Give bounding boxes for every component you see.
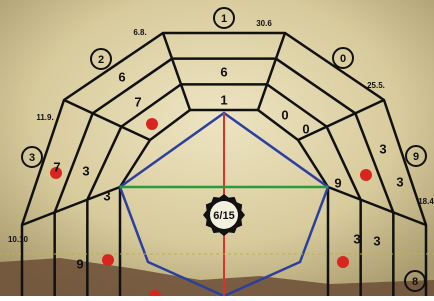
- circled-label: 9: [413, 151, 419, 163]
- red-marker: [360, 169, 372, 181]
- corner-label: 18.4: [418, 197, 434, 206]
- corner-label: 11.9.: [36, 113, 53, 122]
- cell-number: 3: [82, 163, 89, 178]
- red-marker: [102, 254, 114, 266]
- cell-number: 9: [76, 256, 83, 271]
- cell-number: 7: [53, 159, 60, 174]
- circled-label: 3: [29, 152, 35, 164]
- cell-number: 0: [302, 121, 309, 136]
- cell-number: 3: [373, 233, 380, 248]
- circled-label: 8: [412, 276, 418, 288]
- cell-number: 9: [334, 175, 341, 190]
- red-marker: [146, 118, 158, 130]
- cell-number: 6: [118, 69, 125, 84]
- cell-number: 1: [220, 92, 227, 107]
- cell-number: 7: [134, 94, 141, 109]
- circled-label: 2: [98, 54, 104, 66]
- cell-number: 3: [103, 188, 110, 203]
- corner-label: 10.10: [8, 235, 29, 244]
- game-board: 1203986.8.30.625.5.11.9.18.410.106167007…: [0, 0, 434, 296]
- corner-label: 30.6: [256, 19, 272, 28]
- red-marker: [337, 256, 349, 268]
- cell-number: 6: [220, 64, 227, 79]
- cell-number: 0: [281, 107, 288, 122]
- center-badge: 6/15: [213, 210, 234, 222]
- cell-number: 3: [353, 231, 360, 246]
- corner-label: 25.5.: [367, 81, 385, 90]
- cell-number: 3: [379, 141, 386, 156]
- corner-label: 6.8.: [133, 28, 146, 37]
- cell-number: 3: [396, 174, 403, 189]
- circled-label: 1: [221, 13, 227, 25]
- circled-label: 0: [340, 53, 346, 65]
